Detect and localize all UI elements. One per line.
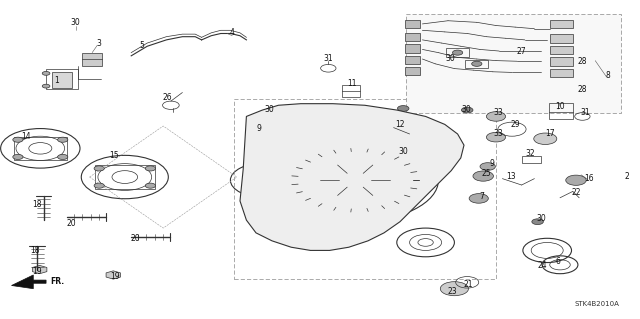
Polygon shape (12, 275, 46, 289)
Bar (82, 53, 102, 66)
Text: 30: 30 (398, 147, 408, 156)
Text: 19: 19 (110, 272, 120, 281)
Circle shape (566, 175, 586, 185)
Circle shape (452, 50, 463, 55)
Bar (405, 44, 420, 53)
Text: 16: 16 (584, 174, 594, 183)
Polygon shape (33, 265, 47, 274)
Text: 31: 31 (580, 108, 591, 117)
Circle shape (532, 219, 543, 225)
Circle shape (145, 166, 156, 171)
Text: 22: 22 (572, 189, 580, 197)
Bar (550, 69, 573, 77)
Text: 3: 3 (97, 39, 102, 48)
Bar (405, 67, 420, 75)
Bar (550, 34, 573, 43)
Text: 2: 2 (625, 172, 630, 181)
Bar (550, 57, 573, 66)
Text: 9: 9 (257, 124, 262, 133)
Text: 28: 28 (578, 57, 587, 66)
Circle shape (58, 154, 68, 160)
Bar (342, 85, 360, 97)
Text: 15: 15 (109, 151, 119, 160)
Text: 28: 28 (578, 85, 587, 94)
Text: 30: 30 (445, 54, 455, 63)
Circle shape (534, 133, 557, 145)
Text: 30: 30 (70, 19, 81, 27)
Bar (549, 103, 573, 119)
Text: 33: 33 (493, 108, 503, 117)
Circle shape (145, 183, 156, 188)
Text: 4: 4 (230, 28, 235, 37)
Text: 33: 33 (493, 129, 503, 137)
Text: 1: 1 (54, 76, 59, 85)
Circle shape (259, 110, 272, 116)
Text: FR.: FR. (50, 277, 64, 286)
Bar (52, 72, 72, 88)
Polygon shape (240, 104, 464, 250)
Text: 25: 25 (481, 169, 492, 178)
Circle shape (394, 152, 406, 158)
Bar (550, 20, 573, 28)
Bar (14, 137, 67, 160)
Text: 5: 5 (140, 41, 145, 50)
Circle shape (94, 183, 104, 188)
Circle shape (42, 84, 50, 88)
Bar (405, 33, 420, 41)
Text: 14: 14 (20, 132, 31, 141)
Circle shape (461, 107, 473, 113)
Circle shape (469, 194, 488, 203)
Text: 31: 31 (323, 54, 333, 63)
Text: 7: 7 (479, 192, 484, 201)
Circle shape (58, 137, 68, 142)
Bar (406, 14, 621, 113)
Polygon shape (106, 271, 120, 279)
Text: 30: 30 (264, 105, 274, 114)
Text: 20: 20 (131, 234, 141, 243)
Circle shape (440, 282, 468, 296)
Text: 19: 19 (32, 267, 42, 276)
Text: 12: 12 (396, 120, 404, 129)
Text: 24: 24 (538, 261, 548, 270)
Bar (446, 48, 469, 57)
Text: 20: 20 (67, 219, 77, 228)
Text: 6: 6 (556, 257, 561, 266)
Text: 26: 26 (163, 93, 173, 102)
Bar (405, 56, 420, 64)
Circle shape (13, 154, 23, 160)
Text: 23: 23 (447, 287, 457, 296)
Text: STK4B2010A: STK4B2010A (575, 301, 620, 307)
Circle shape (486, 112, 506, 121)
Text: 9: 9 (489, 159, 494, 168)
Text: 29: 29 (510, 120, 520, 129)
Text: 11: 11 (348, 79, 356, 88)
Circle shape (473, 171, 493, 181)
Circle shape (13, 137, 23, 142)
Circle shape (94, 166, 104, 171)
Bar (405, 20, 420, 28)
Text: 30: 30 (461, 105, 471, 114)
Circle shape (480, 163, 495, 170)
Bar (522, 156, 541, 163)
Text: 10: 10 (555, 102, 565, 111)
Text: 32: 32 (525, 149, 535, 158)
Text: 13: 13 (506, 172, 516, 181)
Text: 18: 18 (31, 246, 40, 255)
Text: 21: 21 (464, 280, 473, 289)
Bar (95, 165, 155, 189)
Bar (234, 99, 496, 279)
Text: 8: 8 (605, 71, 611, 80)
Text: 30: 30 (536, 214, 546, 223)
Bar (465, 60, 488, 68)
Text: 18: 18 (33, 200, 42, 209)
Circle shape (486, 132, 506, 142)
Circle shape (42, 71, 50, 75)
Bar (46, 69, 78, 89)
Bar (550, 46, 573, 54)
Text: 17: 17 (545, 130, 556, 138)
Text: 27: 27 (516, 47, 527, 56)
Circle shape (472, 61, 482, 66)
Circle shape (397, 106, 409, 111)
